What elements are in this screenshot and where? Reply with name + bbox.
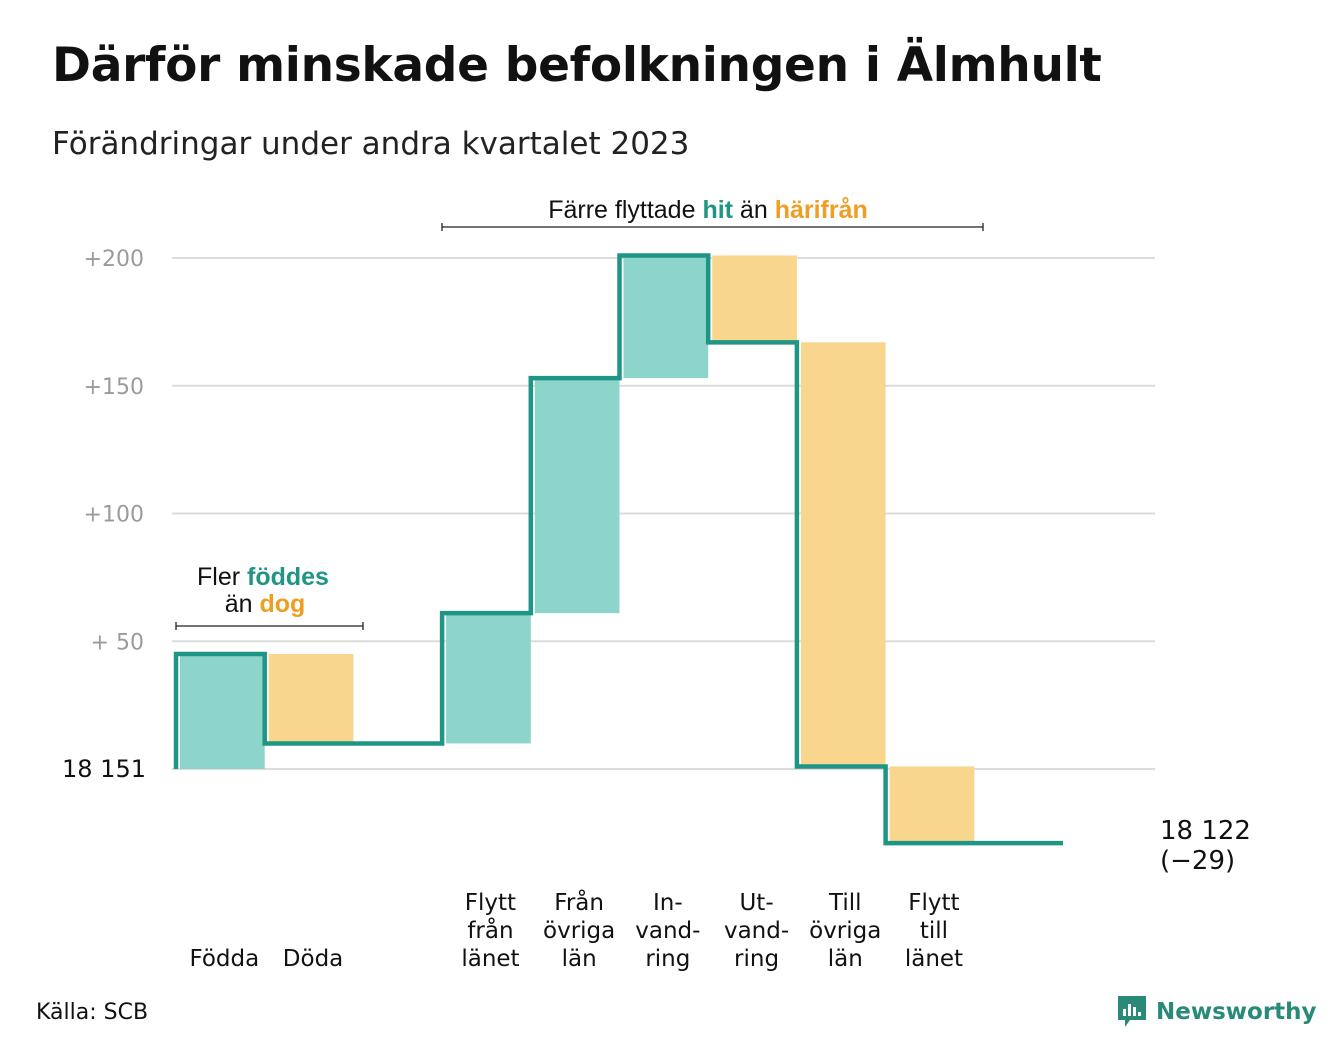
category-label: länet	[461, 946, 519, 972]
category-label: från	[467, 916, 513, 944]
category-label: Flytt	[908, 890, 959, 916]
cumulative-step-line	[173, 253, 1063, 846]
waterfall-bar	[446, 613, 531, 744]
category-label: Flytt	[465, 890, 516, 916]
waterfall-bar	[800, 342, 886, 767]
gridlines: +200 +150 +100 + 50	[84, 247, 1155, 770]
category-label: övriga	[809, 918, 881, 944]
category-labels: Födda DödaFlyttfrånlänetFrånövrigalänIn-v…	[189, 888, 963, 972]
waterfall-bar	[180, 654, 265, 769]
brand-name: Newsworthy	[1156, 999, 1317, 1025]
moves-bracket	[441, 223, 984, 231]
y-tick-label: +100	[84, 503, 144, 528]
category-label: län	[562, 946, 597, 972]
category-label: Födda	[189, 946, 259, 972]
births-annotation-line2: än dog	[225, 590, 306, 618]
category-label: vand-	[724, 918, 789, 944]
births-annotation-line1: Fler föddes	[197, 563, 329, 591]
source-note: Källa: SCB	[36, 1000, 149, 1025]
category-label: In-	[653, 890, 683, 916]
category-label: till	[920, 918, 948, 944]
category-label: övriga	[543, 918, 615, 944]
category-label: län	[828, 946, 863, 972]
category-label: länet	[905, 946, 963, 972]
category-label: Ut-	[739, 890, 773, 916]
category-label: ring	[734, 946, 779, 972]
category-label: Till	[828, 890, 862, 916]
waterfall-bar	[534, 378, 620, 614]
births-bracket	[175, 622, 364, 630]
category-label: Döda	[283, 946, 343, 972]
waterfall-bar	[712, 255, 797, 343]
category-label: Från	[554, 888, 604, 916]
waterfall-bar	[623, 255, 709, 379]
start-value-label: 18 151	[62, 755, 146, 783]
bars	[180, 255, 975, 844]
category-label: ring	[645, 946, 690, 972]
y-tick-label: +150	[84, 375, 144, 400]
end-value-label: 18 122	[1160, 816, 1251, 846]
y-tick-label: +200	[84, 247, 144, 272]
waterfall-bar	[889, 766, 975, 844]
moves-annotation: Färre flyttade hit än härifrån	[548, 196, 868, 224]
y-tick-label: + 50	[91, 630, 144, 655]
waterfall-bar	[268, 654, 354, 744]
newsworthy-logo: Newsworthy	[1116, 994, 1317, 1030]
newsworthy-chart-icon	[1118, 996, 1146, 1027]
end-change-label: (−29)	[1160, 846, 1235, 876]
chart-subtitle: Förändringar under andra kvartalet 2023	[52, 126, 690, 162]
category-label: vand-	[635, 918, 700, 944]
chart-title: Därför minskade befolkningen i Älmhult	[52, 38, 1102, 93]
